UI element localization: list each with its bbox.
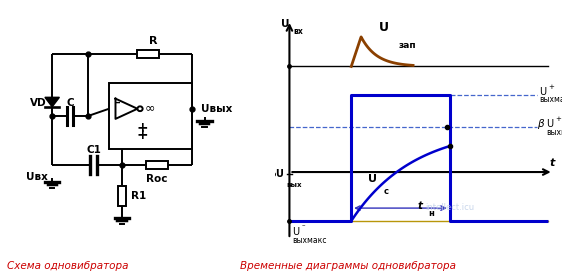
Text: C: C bbox=[66, 98, 74, 107]
Text: Схема одновибратора: Схема одновибратора bbox=[7, 261, 128, 271]
Bar bbox=[109, 83, 192, 149]
Text: U: U bbox=[281, 19, 289, 29]
Text: C1: C1 bbox=[86, 145, 101, 155]
Bar bbox=[146, 161, 168, 168]
Text: выхмакс: выхмакс bbox=[540, 95, 562, 104]
Text: +: + bbox=[137, 121, 148, 135]
Text: R: R bbox=[149, 36, 157, 46]
Text: Uвых: Uвых bbox=[201, 104, 232, 114]
Text: U: U bbox=[275, 169, 283, 179]
Text: t: t bbox=[417, 201, 422, 211]
Bar bbox=[118, 186, 126, 206]
Text: +: + bbox=[548, 84, 554, 90]
Text: выхмакс: выхмакс bbox=[292, 237, 327, 245]
Text: U: U bbox=[540, 87, 547, 97]
Circle shape bbox=[138, 106, 143, 111]
Text: вх: вх bbox=[293, 27, 303, 35]
Text: +: + bbox=[137, 128, 148, 142]
Text: –: – bbox=[302, 222, 306, 228]
Text: Временные диаграммы одновибратора: Временные диаграммы одновибратора bbox=[241, 261, 456, 271]
Text: Rос: Rос bbox=[146, 174, 167, 184]
Polygon shape bbox=[116, 99, 138, 119]
Text: U: U bbox=[379, 21, 389, 34]
Text: VD: VD bbox=[30, 98, 46, 108]
Text: $\infty$: $\infty$ bbox=[143, 101, 155, 114]
Text: вых: вых bbox=[287, 182, 302, 188]
Text: с: с bbox=[383, 187, 388, 196]
Text: U: U bbox=[546, 119, 554, 129]
Text: н: н bbox=[428, 209, 434, 218]
Text: –: – bbox=[114, 98, 120, 108]
Text: U: U bbox=[292, 227, 300, 237]
Text: зап: зап bbox=[399, 41, 416, 50]
Bar bbox=[137, 50, 159, 58]
Polygon shape bbox=[45, 97, 60, 107]
Text: U: U bbox=[368, 174, 377, 184]
Text: выхмакс: выхмакс bbox=[546, 128, 562, 137]
Text: Uвх: Uвх bbox=[26, 172, 48, 182]
Text: t: t bbox=[550, 158, 555, 168]
Text: R1: R1 bbox=[131, 191, 146, 201]
Text: intellect.icu: intellect.icu bbox=[425, 203, 474, 212]
Text: +: + bbox=[555, 116, 561, 122]
Text: β: β bbox=[537, 119, 543, 129]
